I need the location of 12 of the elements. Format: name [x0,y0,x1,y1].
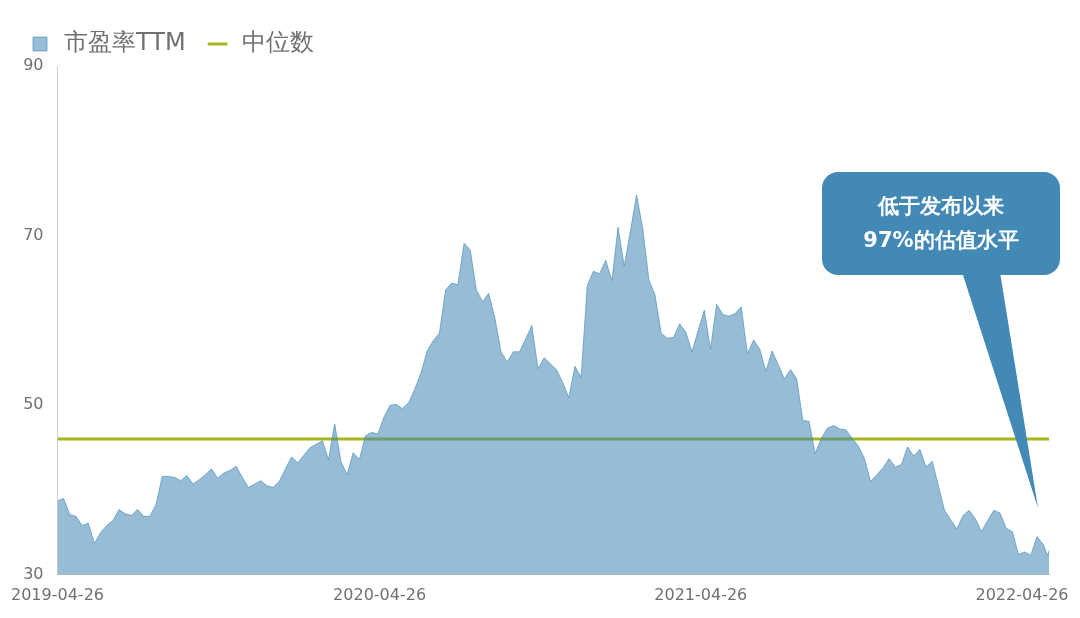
x-tick-label: 2021-04-26 [654,584,748,604]
y-tick-label: 70 [23,224,44,244]
x-tick-label: 2019-04-26 [11,584,104,604]
legend-label: 市盈率TTM [64,28,186,57]
x-tick-label: 2020-04-26 [333,584,427,604]
y-tick-label: 30 [23,563,44,583]
legend-label: 中位数 [241,28,314,57]
annotation: 低于发布以来 97%的估值水平 [863,194,1019,252]
speech-bubble: 低于发布以来 97%的估值水平 [822,172,1062,512]
y-tick-label: 50 [23,394,44,414]
x-tick-label: 2022-04-26 [975,584,1069,604]
y-tick-label: 90 [23,55,44,75]
